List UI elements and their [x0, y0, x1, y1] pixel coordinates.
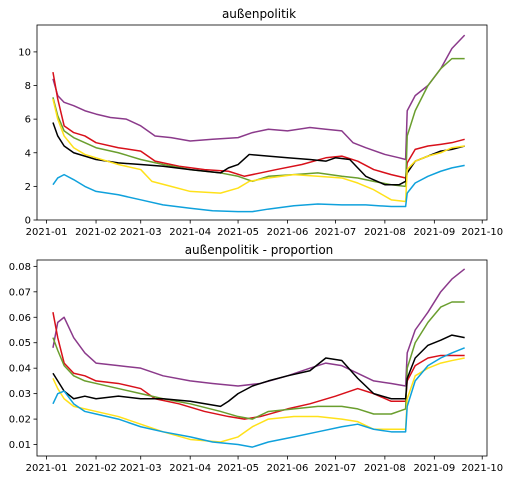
top-chart-axes: 2021-01 2021-02 2021-03 2021-04 2021-05 2021-…: [18, 24, 503, 238]
bottom-x-tick-label: 2021-03: [120, 463, 162, 474]
bottom-series-line-5: [52, 357, 465, 443]
top-x-tick-label: 2021-05: [217, 227, 259, 238]
bottom-y-tick-label: 0.08: [9, 262, 31, 273]
bottom-chart-axes: 2021-01 2021-02 2021-03 2021-04 2021-05 2021-…: [9, 259, 503, 474]
bottom-y-tick-label: 0.06: [9, 313, 31, 324]
top-y-tick-label: 8: [25, 81, 31, 92]
bottom-chart-series-group: [52, 268, 466, 448]
top-chart-title: außenpolitik: [222, 7, 296, 21]
bottom-y-tick-label: 0.01: [9, 440, 31, 451]
bottom-x-tick-label: 2021-10: [461, 463, 503, 474]
top-series-line-2: [52, 71, 465, 179]
top-chart-series-group: [52, 34, 466, 213]
top-y-tick-label: 6: [25, 115, 31, 126]
top-x-tick-label: 2021-09: [413, 227, 455, 238]
bottom-y-tick-label: 0.03: [9, 389, 31, 400]
bottom-series-line-4: [52, 334, 465, 408]
bottom-series-line-2: [52, 312, 465, 420]
top-series-line-3: [52, 57, 465, 188]
top-y-tick-label: 10: [18, 47, 31, 58]
top-x-tick-label: 2021-03: [120, 227, 162, 238]
bottom-x-tick-label: 2021-09: [413, 463, 455, 474]
bottom-x-tick-label: 2021-04: [169, 463, 211, 474]
bottom-x-tick-label: 2021-06: [267, 463, 309, 474]
bottom-x-tick-label: 2021-01: [26, 463, 68, 474]
bottom-y-tick-label: 0.07: [9, 287, 31, 298]
top-series-line-6: [52, 164, 465, 213]
bottom-series-line-3: [52, 301, 465, 420]
bottom-y-tick-label: 0.02: [9, 415, 31, 426]
bottom-x-tick-label: 2021-02: [75, 463, 117, 474]
top-series-line-4: [52, 122, 465, 186]
bottom-y-tick-label: 0.05: [9, 338, 31, 349]
bottom-chart-title: außenpolitik - proportion: [185, 243, 334, 257]
bottom-x-tick-label: 2021-08: [364, 463, 406, 474]
top-series-line-1: [52, 34, 466, 161]
top-y-tick-label: 4: [25, 148, 31, 159]
top-y-tick-label: 2: [25, 182, 31, 193]
bottom-plot-frame: [36, 259, 488, 457]
top-y-tick-label: 0: [25, 216, 31, 227]
top-x-tick-label: 2021-08: [364, 227, 406, 238]
bottom-x-tick-label: 2021-07: [315, 463, 357, 474]
top-x-tick-label: 2021-04: [169, 227, 211, 238]
top-x-tick-label: 2021-06: [267, 227, 309, 238]
top-x-tick-label: 2021-02: [75, 227, 117, 238]
top-x-tick-label: 2021-07: [315, 227, 357, 238]
bottom-chart-panel: außenpolitik - proportion 2021-01 2021-02…: [9, 243, 503, 474]
top-x-tick-label: 2021-10: [461, 227, 503, 238]
bottom-y-tick-label: 0.04: [9, 364, 31, 375]
top-plot-frame: [36, 24, 488, 221]
top-chart-panel: außenpolitik 2021-01 2021-02 2021-03 2021-0…: [18, 7, 503, 238]
bottom-series-line-6: [52, 347, 465, 448]
top-series-line-5: [52, 98, 465, 203]
top-x-tick-label: 2021-01: [26, 227, 68, 238]
bottom-x-tick-label: 2021-05: [217, 463, 259, 474]
